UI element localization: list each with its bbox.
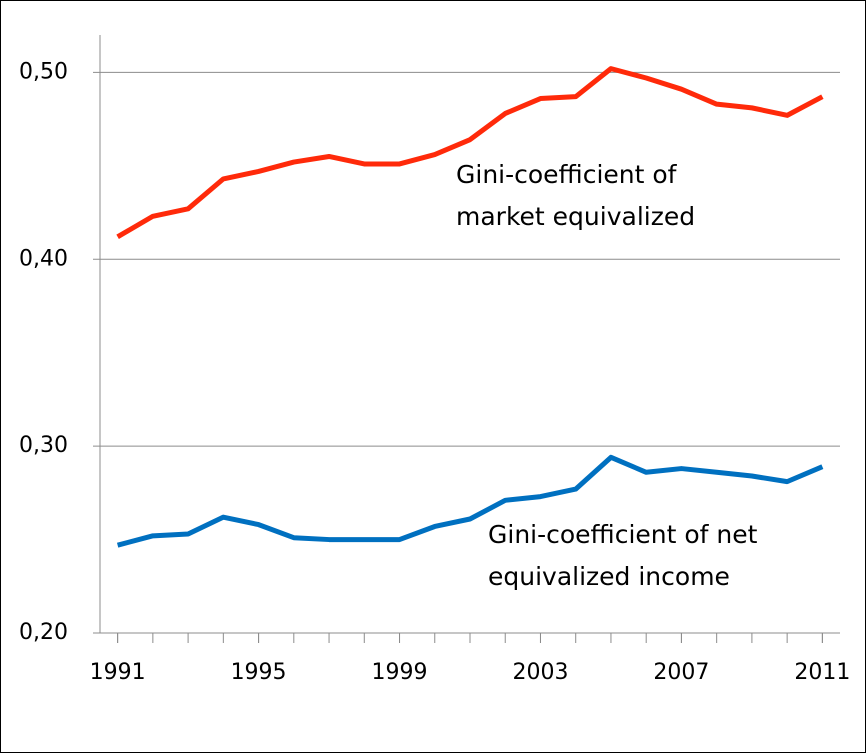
y-tick-label: 0,40 bbox=[19, 246, 68, 271]
annotation: market equivalized bbox=[456, 202, 695, 231]
x-tick-label: 1991 bbox=[90, 660, 146, 685]
annotation: equivalized income bbox=[488, 562, 730, 591]
x-tick-label: 2007 bbox=[653, 660, 709, 685]
x-tick-label: 2003 bbox=[512, 660, 568, 685]
x-tick-label: 1999 bbox=[372, 660, 428, 685]
series-line bbox=[116, 66, 824, 239]
annotation: Gini-coefficient of bbox=[456, 160, 678, 189]
y-tick-label: 0,50 bbox=[19, 59, 68, 84]
y-tick-label: 0,30 bbox=[19, 433, 68, 458]
series-line bbox=[116, 454, 824, 548]
x-tick-label: 2011 bbox=[794, 660, 850, 685]
x-tick-label: 1995 bbox=[231, 660, 287, 685]
annotation: Gini-coefficient of net bbox=[488, 520, 758, 549]
y-tick-label: 0,20 bbox=[19, 620, 68, 645]
